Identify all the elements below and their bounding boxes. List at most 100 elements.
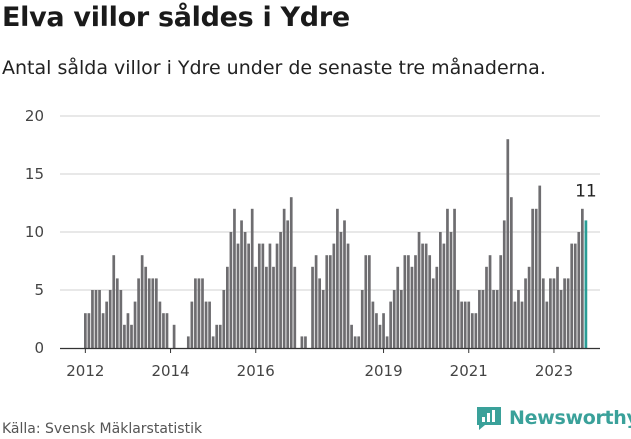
bar bbox=[115, 278, 119, 348]
bar bbox=[339, 232, 343, 348]
bar bbox=[91, 290, 94, 348]
bar bbox=[513, 301, 517, 348]
bar bbox=[286, 220, 290, 348]
bar bbox=[392, 290, 396, 348]
bar bbox=[502, 220, 506, 348]
bar bbox=[229, 232, 233, 348]
bar bbox=[158, 301, 162, 348]
newsworthy-icon bbox=[477, 407, 501, 430]
x-tick-label: 2014 bbox=[151, 362, 189, 380]
x-tick-label: 2021 bbox=[450, 362, 488, 380]
bar bbox=[403, 255, 407, 348]
bar bbox=[321, 290, 325, 348]
bar bbox=[346, 243, 350, 348]
y-tick-label: 10 bbox=[25, 223, 44, 241]
bar bbox=[368, 255, 371, 348]
bar bbox=[215, 324, 219, 348]
bar bbox=[357, 336, 361, 348]
bar bbox=[236, 243, 240, 348]
y-tick-label: 20 bbox=[25, 107, 44, 125]
newsworthy-logo[interactable]: Newsworthy bbox=[475, 405, 631, 431]
x-tick-label: 2012 bbox=[66, 362, 104, 380]
bar bbox=[439, 232, 442, 348]
bar bbox=[556, 266, 559, 348]
bar bbox=[478, 290, 481, 348]
bar bbox=[375, 313, 378, 348]
bar bbox=[105, 301, 108, 348]
y-tick-label: 0 bbox=[34, 339, 44, 357]
bar bbox=[300, 336, 304, 348]
bar bbox=[165, 313, 169, 348]
bar bbox=[541, 278, 545, 348]
bar bbox=[304, 336, 307, 348]
bar bbox=[385, 336, 389, 348]
bar bbox=[463, 301, 467, 348]
bar bbox=[534, 208, 538, 348]
bar bbox=[247, 243, 250, 348]
bar bbox=[407, 255, 410, 348]
bar bbox=[123, 324, 126, 348]
bar bbox=[485, 266, 488, 348]
bar bbox=[517, 290, 520, 348]
y-tick-label: 15 bbox=[25, 165, 44, 183]
bar bbox=[311, 266, 314, 348]
bar bbox=[417, 232, 421, 348]
bar bbox=[538, 185, 542, 348]
bar bbox=[87, 313, 91, 348]
bar bbox=[467, 301, 471, 348]
bar bbox=[257, 243, 261, 348]
bar bbox=[137, 278, 140, 348]
bar bbox=[424, 243, 428, 348]
bar bbox=[488, 255, 492, 348]
bar bbox=[453, 208, 456, 348]
bar bbox=[520, 301, 524, 348]
bar-chart: 0 5 10 15 20 2012 2014 2016 2019 2021 2023 11 bbox=[25, 107, 600, 380]
bar bbox=[147, 278, 151, 348]
bar bbox=[162, 313, 165, 348]
bar bbox=[172, 324, 176, 348]
bar bbox=[197, 278, 201, 348]
bar bbox=[119, 290, 123, 348]
bar bbox=[126, 313, 130, 348]
bar bbox=[481, 290, 485, 348]
bar bbox=[328, 255, 332, 348]
bar bbox=[275, 243, 279, 348]
bar bbox=[389, 301, 392, 348]
bar bbox=[552, 278, 556, 348]
bar bbox=[314, 255, 318, 348]
bar bbox=[570, 243, 574, 348]
bar bbox=[233, 208, 236, 348]
bar bbox=[499, 255, 503, 348]
bar bbox=[456, 290, 460, 348]
bar bbox=[364, 255, 368, 348]
bar bbox=[332, 243, 336, 348]
x-tick-label: 2016 bbox=[237, 362, 275, 380]
bar bbox=[566, 278, 570, 348]
bar bbox=[460, 301, 463, 348]
source-text: Källa: Svensk Mäklarstatistik bbox=[2, 421, 203, 437]
bar bbox=[449, 232, 453, 348]
bar bbox=[108, 290, 112, 348]
bar bbox=[240, 220, 243, 348]
bar bbox=[428, 255, 432, 348]
bar bbox=[226, 266, 229, 348]
bar bbox=[268, 243, 272, 348]
latest-value-label: 11 bbox=[575, 181, 597, 201]
bar bbox=[495, 290, 499, 348]
bar bbox=[414, 255, 417, 348]
bar bbox=[222, 290, 226, 348]
bar bbox=[343, 220, 346, 348]
bar bbox=[360, 290, 364, 348]
bar bbox=[559, 290, 563, 348]
bar bbox=[293, 266, 297, 348]
bar bbox=[410, 266, 414, 348]
x-tick-label: 2019 bbox=[364, 362, 402, 380]
bar bbox=[98, 290, 101, 348]
bar bbox=[243, 232, 247, 348]
bar bbox=[545, 301, 549, 348]
bar bbox=[336, 208, 339, 348]
x-tick-label: 2023 bbox=[535, 362, 573, 380]
bar bbox=[186, 336, 190, 348]
bar bbox=[581, 208, 584, 348]
y-axis: 0 5 10 15 20 bbox=[25, 107, 44, 357]
